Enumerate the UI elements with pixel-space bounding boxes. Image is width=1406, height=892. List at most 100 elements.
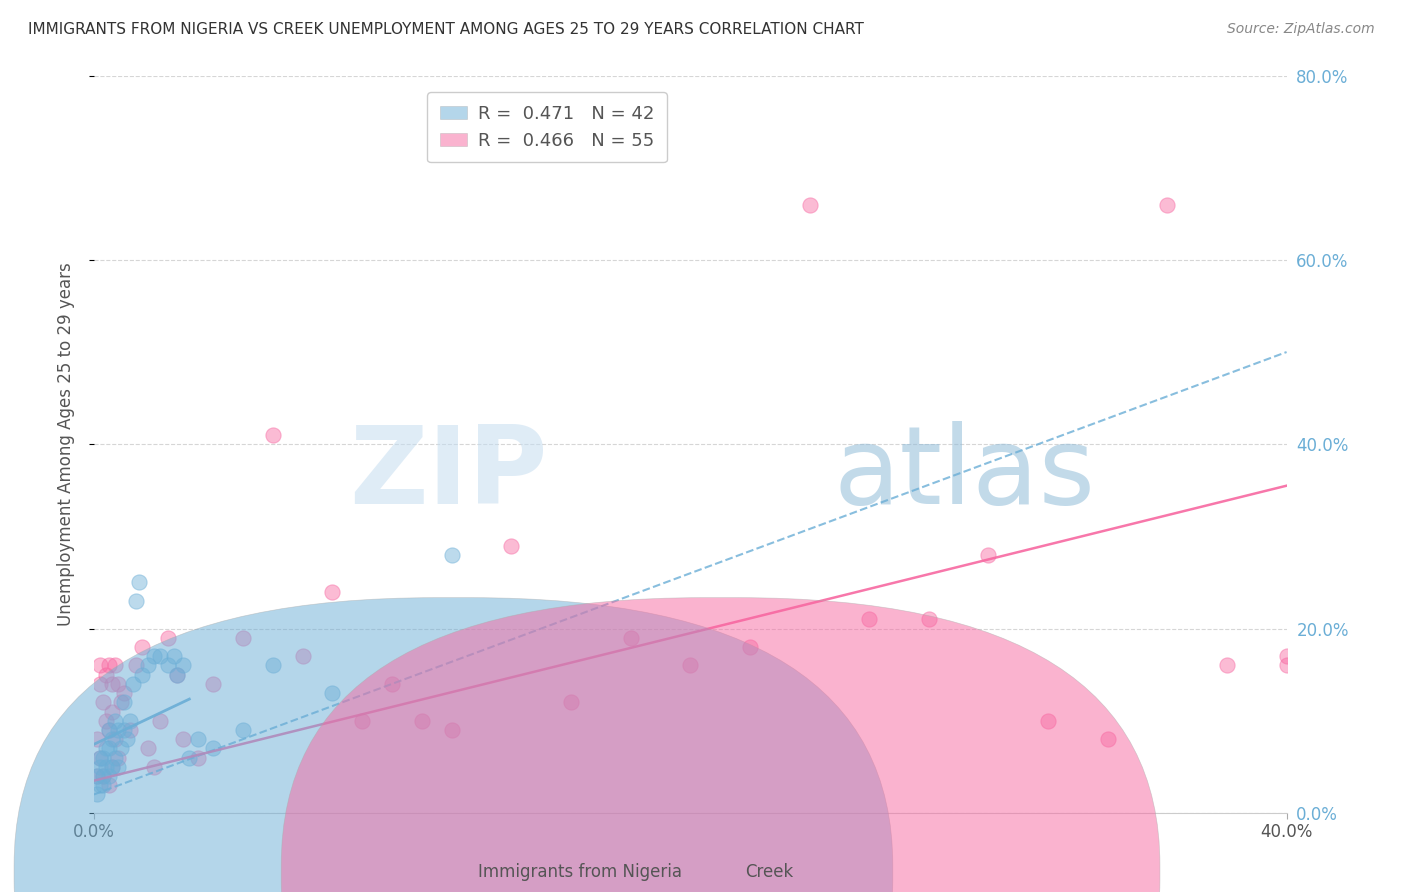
Text: IMMIGRANTS FROM NIGERIA VS CREEK UNEMPLOYMENT AMONG AGES 25 TO 29 YEARS CORRELAT: IMMIGRANTS FROM NIGERIA VS CREEK UNEMPLO… — [28, 22, 865, 37]
Point — [124, 658, 146, 673]
Point — [799, 197, 821, 211]
Point — [104, 658, 127, 673]
Point — [89, 677, 111, 691]
Point — [620, 631, 643, 645]
Point — [112, 723, 135, 737]
Point — [101, 760, 124, 774]
Point — [91, 695, 114, 709]
Point — [89, 750, 111, 764]
Point — [187, 750, 209, 764]
Point — [858, 612, 880, 626]
Point — [101, 760, 124, 774]
Point — [131, 667, 153, 681]
Point — [97, 723, 120, 737]
Point — [262, 428, 284, 442]
Point — [115, 732, 138, 747]
Y-axis label: Unemployment Among Ages 25 to 29 years: Unemployment Among Ages 25 to 29 years — [58, 262, 75, 626]
Point — [94, 667, 117, 681]
Point — [157, 658, 180, 673]
Point — [121, 677, 143, 691]
Point — [107, 723, 129, 737]
Point — [1275, 658, 1298, 673]
Point — [232, 631, 254, 645]
Point — [91, 778, 114, 792]
Point — [97, 769, 120, 783]
Point — [142, 649, 165, 664]
Point — [136, 658, 159, 673]
Point — [166, 667, 188, 681]
Point — [97, 741, 120, 756]
Point — [1156, 197, 1178, 211]
Point — [89, 778, 111, 792]
Point — [128, 575, 150, 590]
Text: ZIP: ZIP — [349, 421, 547, 526]
Point — [91, 769, 114, 783]
Point — [179, 750, 201, 764]
Point — [232, 723, 254, 737]
Point — [118, 723, 141, 737]
Point — [1275, 649, 1298, 664]
Point — [172, 732, 194, 747]
Point — [1097, 732, 1119, 747]
Point — [560, 695, 582, 709]
Point — [131, 640, 153, 654]
Point — [187, 732, 209, 747]
Point — [118, 714, 141, 728]
Point — [91, 750, 114, 764]
Point — [202, 741, 225, 756]
Legend: R =  0.471   N = 42, R =  0.466   N = 55: R = 0.471 N = 42, R = 0.466 N = 55 — [427, 92, 666, 162]
Point — [86, 788, 108, 802]
Point — [112, 695, 135, 709]
Point — [101, 705, 124, 719]
Point — [86, 769, 108, 783]
Point — [1036, 714, 1059, 728]
Point — [738, 640, 761, 654]
Point — [679, 658, 702, 673]
Point — [89, 658, 111, 673]
Point — [262, 658, 284, 673]
Point — [142, 760, 165, 774]
Point — [163, 649, 186, 664]
Point — [166, 667, 188, 681]
Point — [291, 649, 314, 664]
Point — [321, 584, 343, 599]
Point — [94, 741, 117, 756]
Point — [157, 631, 180, 645]
Text: Immigrants from Nigeria: Immigrants from Nigeria — [478, 863, 682, 881]
Point — [440, 723, 463, 737]
Point — [91, 769, 114, 783]
Point — [110, 741, 132, 756]
Point — [411, 714, 433, 728]
Point — [136, 741, 159, 756]
Point — [440, 548, 463, 562]
Point — [501, 539, 523, 553]
Point — [94, 760, 117, 774]
Point — [104, 732, 127, 747]
Point — [148, 714, 170, 728]
Text: Source: ZipAtlas.com: Source: ZipAtlas.com — [1227, 22, 1375, 37]
Point — [977, 548, 1000, 562]
Point — [101, 732, 124, 747]
Point — [101, 677, 124, 691]
Point — [1216, 658, 1239, 673]
Point — [918, 612, 941, 626]
Point — [112, 686, 135, 700]
Point — [104, 714, 127, 728]
Point — [352, 714, 374, 728]
Point — [107, 760, 129, 774]
Point — [104, 750, 127, 764]
Point — [202, 677, 225, 691]
Point — [89, 750, 111, 764]
Point — [110, 695, 132, 709]
Text: atlas: atlas — [834, 421, 1095, 526]
Point — [86, 732, 108, 747]
Point — [381, 677, 404, 691]
Point — [172, 658, 194, 673]
Point — [89, 760, 111, 774]
Text: Creek: Creek — [745, 863, 793, 881]
Point — [124, 594, 146, 608]
Point — [86, 769, 108, 783]
Point — [94, 714, 117, 728]
Point — [97, 658, 120, 673]
Point — [148, 649, 170, 664]
